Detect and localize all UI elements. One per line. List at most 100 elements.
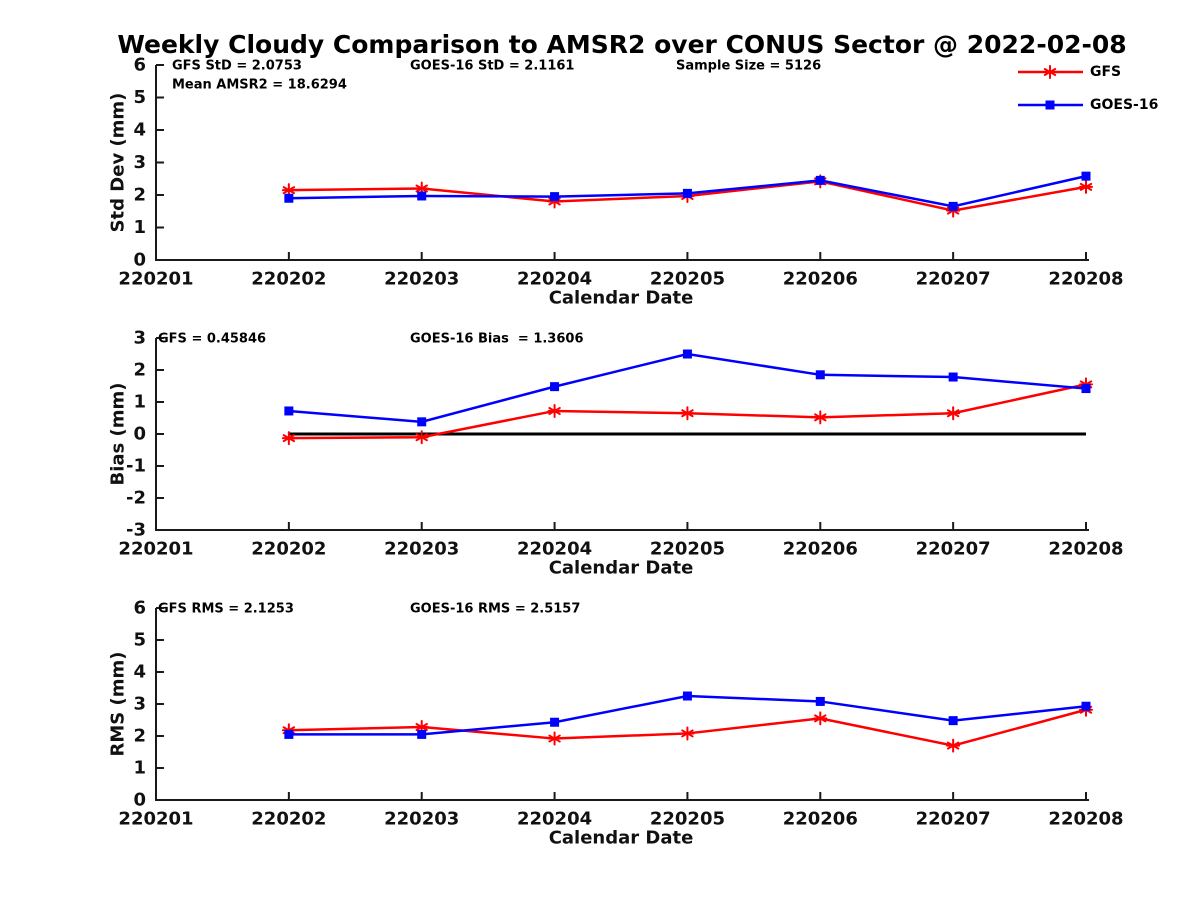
y-tick-label: 0 [133,790,146,811]
series-marker-square [550,192,560,202]
series-marker-square [682,349,692,359]
y-axis-title: RMS (mm) [108,652,129,757]
x-tick-label: 220208 [1048,539,1123,560]
annotation-mid: GOES-16 Bias = 1.3606 [410,332,584,347]
series-marker-square [284,406,294,416]
y-tick-label: 3 [133,328,146,349]
legend: GFS GOES-16 [1018,64,1158,113]
y-tick-label: 6 [133,55,146,76]
series-marker-square [815,696,825,706]
subplot-rms: 0 1 2 3 4 5 6 220201 220202 220203 220204 220205 220… [108,598,1124,849]
x-tick-label: 220205 [650,269,725,290]
series-marker-asterisk [414,430,429,445]
series-marker-asterisk [1043,65,1057,79]
x-tick-label: 220204 [517,539,592,560]
y-tick-label: 1 [133,758,146,779]
x-tick-label: 220201 [118,269,193,290]
y-tick-label: 6 [133,598,146,619]
annotation-left2: Mean AMSR2 = 18.6294 [172,78,347,93]
series-marker-square [682,188,692,198]
legend-label: GFS [1090,64,1121,80]
series-marker-asterisk [547,403,562,418]
series-marker-square [1081,171,1091,181]
annotation-mid: GOES-16 StD = 2.1161 [410,59,574,74]
x-tick-label: 220203 [384,269,459,290]
y-tick-label: 3 [133,152,146,173]
x-tick-label: 220207 [916,269,991,290]
y-tick-label: -2 [126,488,146,509]
annotation-left: GFS = 0.45846 [158,332,266,347]
y-tick-label: 3 [133,694,146,715]
series-marker-asterisk [1079,179,1093,194]
legend-entry-gfs: GFS [1018,64,1121,80]
series-marker-asterisk [813,711,828,726]
annotation-left: GFS RMS = 2.1253 [158,602,294,617]
y-tick-label: 4 [133,662,146,683]
subplot-std-dev: 0 1 2 3 4 5 6 220201 220202 220203 220204 220205 220… [108,55,1124,309]
y-tick-label: 1 [133,392,146,413]
x-tick-label: 220203 [384,809,459,830]
y-tick-label: -1 [126,456,146,477]
x-tick-label: 220203 [384,539,459,560]
series-marker-asterisk [680,726,695,741]
x-tick-label: 220206 [783,809,858,830]
x-tick-label: 220202 [251,809,326,830]
y-axis-title: Bias (mm) [108,383,129,486]
x-tick-label: 220201 [118,809,193,830]
y-tick-label: -3 [126,520,146,541]
x-tick-label: 220205 [650,809,725,830]
x-tick-label: 220201 [118,539,193,560]
subplot-bias: -3 -2 -1 0 1 2 3 220201 220202 220203 220204 220205… [108,328,1124,579]
series-marker-asterisk [946,738,961,753]
series-marker-square [1045,100,1055,110]
x-axis-title: Calendar Date [549,828,694,849]
legend-entry-goes-16: GOES-16 [1018,97,1158,113]
series-marker-asterisk [547,731,562,746]
x-tick-label: 220202 [251,539,326,560]
annotation-right: Sample Size = 5126 [676,59,821,74]
y-axis-title: Std Dev (mm) [108,93,129,233]
x-tick-label: 220206 [783,539,858,560]
annotation-mid: GOES-16 RMS = 2.5157 [410,602,580,617]
y-tick-label: 4 [133,120,146,141]
series-marker-asterisk [680,406,695,421]
series-marker-square [948,201,958,211]
y-tick-label: 2 [133,185,146,206]
series-marker-square [1081,384,1091,394]
series-marker-square [1081,701,1091,711]
series-marker-square [550,382,560,392]
series-marker-asterisk [946,406,961,421]
series-marker-square [284,193,294,203]
series-marker-square [417,191,427,201]
x-tick-label: 220204 [517,269,592,290]
y-tick-label: 5 [133,630,146,651]
x-tick-label: 220208 [1048,269,1123,290]
x-tick-label: 220204 [517,809,592,830]
series-marker-square [815,370,825,380]
series-marker-square [948,372,958,382]
series-marker-square [815,175,825,185]
x-tick-label: 220205 [650,539,725,560]
series-marker-square [948,716,958,726]
x-tick-label: 220206 [783,269,858,290]
y-tick-label: 1 [133,217,146,238]
y-tick-label: 5 [133,87,146,108]
series-marker-square [550,717,560,727]
series-marker-asterisk [813,410,828,425]
annotation-left: GFS StD = 2.0753 [172,59,302,74]
y-tick-label: 2 [133,726,146,747]
y-tick-label: 0 [133,424,146,445]
x-axis-title: Calendar Date [549,558,694,579]
x-tick-label: 220207 [916,809,991,830]
series-marker-square [417,417,427,427]
x-axis-title: Calendar Date [549,288,694,309]
y-tick-label: 0 [133,250,146,271]
x-tick-label: 220208 [1048,809,1123,830]
x-tick-label: 220202 [251,269,326,290]
series-marker-square [284,729,294,739]
x-tick-label: 220207 [916,539,991,560]
legend-label: GOES-16 [1090,97,1158,113]
series-marker-square [682,691,692,701]
series-marker-asterisk [281,431,296,446]
